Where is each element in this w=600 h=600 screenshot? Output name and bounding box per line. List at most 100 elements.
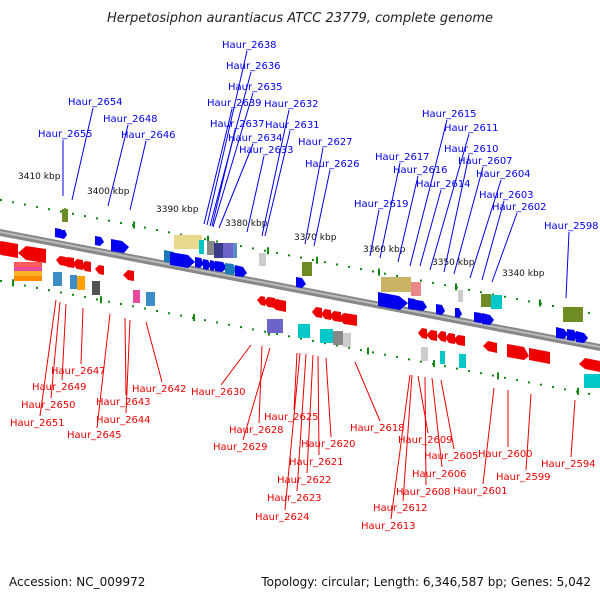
- gene-arrow[interactable]: [195, 257, 204, 268]
- reverse-gene-label[interactable]: Haur_2622: [277, 475, 332, 486]
- forward-gene-label[interactable]: Haur_2646: [121, 130, 176, 141]
- forward-gene-label[interactable]: Haur_2655: [38, 129, 93, 140]
- gene-arrow[interactable]: [257, 296, 265, 306]
- gene-arrow[interactable]: [378, 292, 408, 310]
- gene-arrow[interactable]: [418, 328, 427, 339]
- forward-gene-label[interactable]: Haur_2626: [305, 159, 360, 170]
- forward-gene-label[interactable]: Haur_2638: [222, 40, 277, 51]
- reverse-gene-label[interactable]: Haur_2647: [51, 366, 106, 377]
- forward-gene-label[interactable]: Haur_2603: [479, 190, 534, 201]
- gene-arrow[interactable]: [270, 299, 286, 312]
- reverse-gene-label[interactable]: Haur_2625: [264, 412, 319, 423]
- gene-arrow[interactable]: [312, 307, 322, 318]
- scale-label: 3400 kbp: [87, 187, 130, 197]
- gene-arrow[interactable]: [235, 265, 247, 277]
- reverse-gene-label[interactable]: Haur_2650: [21, 400, 76, 411]
- forward-gene-label[interactable]: Haur_2610: [444, 144, 499, 155]
- reverse-gene-label[interactable]: Haur_2608: [396, 487, 451, 498]
- reverse-gene-label[interactable]: Haur_2620: [301, 439, 356, 450]
- gene-arrow[interactable]: [329, 311, 341, 322]
- reverse-gene-label[interactable]: Haur_2623: [267, 493, 322, 504]
- forward-gene-label[interactable]: Haur_2637: [210, 119, 265, 130]
- gene-arrow[interactable]: [123, 270, 134, 281]
- gene-arrow[interactable]: [81, 261, 91, 272]
- gene-arrow[interactable]: [437, 331, 446, 342]
- forward-gene-label[interactable]: Haur_2619: [354, 199, 409, 210]
- reverse-gene-label[interactable]: Haur_2618: [350, 423, 405, 434]
- reverse-gene-label[interactable]: Haur_2629: [213, 442, 268, 453]
- scale-label: 3360 kbp: [363, 245, 406, 255]
- reverse-gene-label[interactable]: Haur_2628: [229, 425, 284, 436]
- gene-arrow[interactable]: [482, 313, 494, 325]
- gene-arrow[interactable]: [210, 260, 217, 271]
- gene-arrow[interactable]: [445, 333, 455, 344]
- gene-arrow[interactable]: [60, 230, 67, 239]
- gene-arrow[interactable]: [483, 341, 497, 353]
- gene-arrow[interactable]: [95, 265, 104, 275]
- reverse-gene-label[interactable]: Haur_2651: [10, 418, 65, 429]
- forward-gene-label[interactable]: Haur_2639: [207, 98, 262, 109]
- gene-arrow[interactable]: [507, 344, 529, 360]
- gene-arrow[interactable]: [579, 358, 600, 372]
- gene-arrow[interactable]: [18, 246, 46, 263]
- forward-gene-label[interactable]: Haur_2617: [375, 152, 430, 163]
- gene-leader-line: [440, 379, 455, 450]
- gene-arrow[interactable]: [296, 277, 306, 288]
- forward-gene-label[interactable]: Haur_2607: [458, 156, 513, 167]
- gene-arrow[interactable]: [556, 327, 568, 339]
- gene-arrow[interactable]: [436, 304, 445, 315]
- reverse-gene-label[interactable]: Haur_2601: [453, 486, 508, 497]
- forward-gene-label[interactable]: Haur_2598: [544, 221, 599, 232]
- gene-arrow[interactable]: [111, 239, 129, 253]
- reverse-gene-label[interactable]: Haur_2606: [412, 469, 467, 480]
- gene-arrow[interactable]: [567, 329, 578, 341]
- forward-gene-label[interactable]: Haur_2602: [492, 202, 547, 213]
- forward-gene-label[interactable]: Haur_2634: [228, 133, 283, 144]
- reverse-gene-label[interactable]: Haur_2612: [373, 503, 428, 514]
- forward-gene-label[interactable]: Haur_2636: [226, 61, 281, 72]
- reverse-gene-label[interactable]: Haur_2644: [96, 415, 151, 426]
- gene-arrow[interactable]: [95, 236, 104, 246]
- forward-gene-label[interactable]: Haur_2633: [239, 145, 294, 156]
- reverse-gene-label[interactable]: Haur_2645: [67, 430, 122, 441]
- forward-gene-label[interactable]: Haur_2614: [416, 179, 471, 190]
- gene-arrow[interactable]: [426, 330, 437, 341]
- reverse-gene-label[interactable]: Haur_2643: [96, 397, 151, 408]
- gene-arrow[interactable]: [416, 300, 427, 311]
- reverse-gene-label[interactable]: Haur_2642: [132, 384, 187, 395]
- gene-arrow[interactable]: [338, 313, 357, 326]
- reverse-gene-label[interactable]: Haur_2600: [478, 449, 533, 460]
- gene-arrow[interactable]: [63, 257, 74, 268]
- gene-arrow[interactable]: [576, 331, 588, 343]
- forward-gene-label[interactable]: Haur_2615: [422, 109, 477, 120]
- forward-gene-label[interactable]: Haur_2611: [444, 123, 499, 134]
- reverse-gene-label[interactable]: Haur_2594: [541, 459, 596, 470]
- reverse-gene-label[interactable]: Haur_2649: [32, 382, 87, 393]
- reverse-gene-label[interactable]: Haur_2630: [191, 387, 246, 398]
- forward-gene-label[interactable]: Haur_2648: [103, 114, 158, 125]
- forward-gene-label[interactable]: Haur_2604: [476, 169, 531, 180]
- reverse-gene-label[interactable]: Haur_2599: [496, 472, 551, 483]
- gene-arrow[interactable]: [215, 261, 227, 272]
- reverse-gene-label[interactable]: Haur_2613: [361, 521, 416, 532]
- scale-tick: [193, 314, 195, 322]
- forward-gene-label[interactable]: Haur_2635: [228, 82, 283, 93]
- gene-arrow[interactable]: [529, 348, 550, 364]
- gene-arrow[interactable]: [170, 252, 195, 268]
- forward-gene-label[interactable]: Haur_2616: [393, 165, 448, 176]
- reverse-gene-label[interactable]: Haur_2605: [424, 451, 479, 462]
- gene-arrow[interactable]: [0, 241, 18, 258]
- forward-gene-label[interactable]: Haur_2627: [298, 137, 353, 148]
- gene-arrow[interactable]: [321, 309, 331, 320]
- forward-gene-label[interactable]: Haur_2631: [265, 120, 320, 131]
- gene-arrow[interactable]: [56, 256, 66, 266]
- gene-arrow[interactable]: [453, 335, 465, 346]
- reverse-gene-label[interactable]: Haur_2624: [255, 512, 310, 523]
- gene-arrow[interactable]: [225, 263, 237, 275]
- forward-gene-label[interactable]: Haur_2654: [68, 97, 123, 108]
- gene-arrow[interactable]: [203, 259, 211, 270]
- gene-arrow[interactable]: [455, 308, 462, 318]
- forward-gene-label[interactable]: Haur_2632: [264, 99, 319, 110]
- reverse-gene-label[interactable]: Haur_2621: [289, 457, 344, 468]
- gene-arrow[interactable]: [72, 259, 83, 270]
